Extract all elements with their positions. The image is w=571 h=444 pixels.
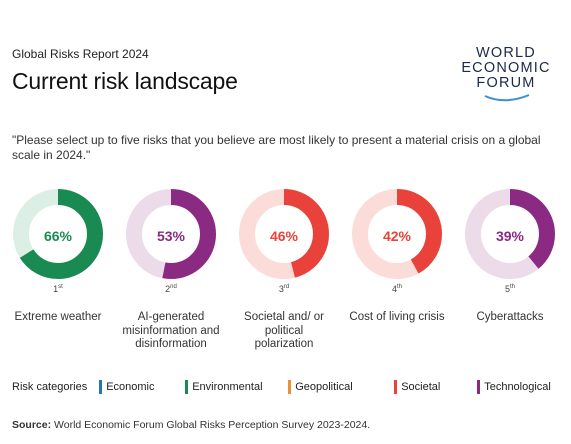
donut-value-label: 66% (43, 228, 73, 244)
donut-value-label: 42% (382, 228, 412, 244)
source-text: World Economic Forum Global Risks Percep… (54, 419, 371, 431)
donut-rank: 5th (450, 284, 570, 294)
donut-value-arc (239, 189, 329, 279)
legend-swatch (185, 380, 189, 394)
donut-value-label: 53% (156, 228, 186, 244)
rank-number: 5 (504, 284, 510, 294)
legend-swatch (477, 380, 481, 394)
donut-rank: 4th (337, 284, 457, 294)
donut-ring (239, 189, 329, 279)
rank-suffix: nd (170, 284, 177, 290)
donut-value-label: 46% (269, 228, 299, 244)
legend-label: Environmental (192, 381, 263, 393)
legend-swatch (99, 380, 103, 394)
donut-risk-label: AI-generated misinformation and disinfor… (122, 311, 220, 350)
rank-number: 1 (53, 284, 59, 294)
rank-suffix: rd (283, 284, 290, 290)
legend-swatch (288, 380, 292, 394)
logo-line-1: WORLD (476, 45, 536, 61)
donut-rank: 1st (0, 284, 118, 294)
donut-value-label: 39% (495, 228, 525, 244)
legend-item-environmental: Environmental (185, 380, 288, 394)
donut-risk-label: Extreme weather (14, 311, 102, 323)
legend-label: Societal (401, 381, 441, 393)
donut-rank: 2nd (111, 284, 231, 294)
page-title: Current risk landscape (12, 68, 238, 94)
logo-line-2: ECONOMIC (461, 60, 551, 76)
legend-item-geopolitical: Geopolitical (288, 380, 394, 394)
rank-number: 3 (278, 284, 284, 294)
donut-ring (465, 189, 555, 279)
legend-item-societal: Societal (394, 380, 477, 394)
donut-ring (126, 189, 216, 279)
wef-logo: WORLD ECONOMIC FORUM (453, 46, 559, 106)
rank-suffix: th (510, 284, 516, 290)
rank-suffix: st (58, 284, 63, 290)
donut-rank: 3rd (224, 284, 344, 294)
donut-value-arc (352, 189, 442, 279)
donut-value-arc (126, 189, 216, 279)
donut-value-arc (13, 189, 103, 279)
donut-risk-label: Cyberattacks (476, 311, 544, 323)
donut-ring (13, 189, 103, 279)
legend-label: Economic (106, 381, 155, 393)
legend-label: Geopolitical (295, 381, 353, 393)
rank-number: 4 (391, 284, 397, 294)
risk-categories-legend: Risk categories Economic Environmental G… (12, 380, 551, 394)
rank-number: 2 (165, 284, 171, 294)
source-label: Source: (12, 419, 52, 431)
logo-line-3: FORUM (476, 75, 536, 91)
legend-item-economic: Economic (99, 380, 185, 394)
donut-risk-label: Societal and/ or political polarization (244, 311, 324, 350)
legend-label: Technological (484, 381, 551, 393)
legend-swatch (394, 380, 398, 394)
report-name: Global Risks Report 2024 (12, 47, 149, 61)
survey-question: "Please select up to five risks that you… (12, 133, 541, 162)
donut-value-arc (465, 189, 555, 279)
donut-ring (352, 189, 442, 279)
donut-risk-label: Cost of living crisis (349, 311, 445, 323)
rank-suffix: th (397, 284, 403, 290)
source-note: Source: World Economic Forum Global Risk… (12, 419, 370, 431)
donut-chart-row: 66% 1st Extreme weather 53% 2nd AI-generated … (0, 186, 571, 356)
legend-item-technological: Technological (477, 380, 551, 394)
logo-swoosh-icon (484, 94, 530, 102)
legend-title: Risk categories (12, 381, 88, 393)
